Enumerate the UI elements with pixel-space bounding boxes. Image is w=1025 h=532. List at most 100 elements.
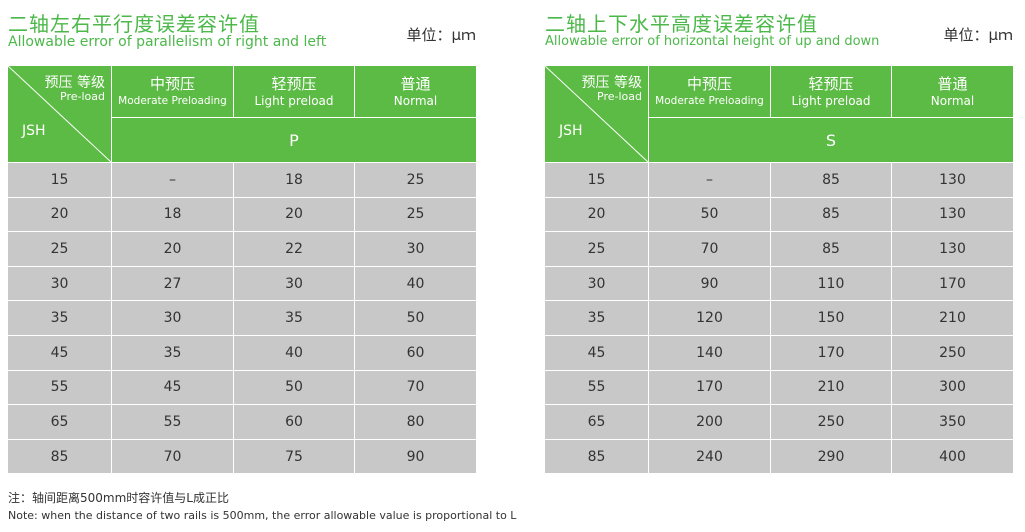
value-cell: 290 bbox=[770, 439, 891, 474]
model-size-cell: 55 bbox=[587, 379, 606, 396]
model-size-cell: 25 bbox=[50, 240, 69, 257]
table-header: 预压 等级 Pre-load JSH 中预压 Moderate Preloadi… bbox=[545, 66, 1013, 163]
table-row: 30 27 30 40 bbox=[8, 265, 476, 301]
value-cell: 30 bbox=[354, 232, 476, 266]
value-cell: 130 bbox=[891, 197, 1013, 232]
footnote-cn: 注：轴间距离500mm时容许值与L成正比 bbox=[8, 491, 229, 505]
value-cell: 25 bbox=[354, 197, 476, 232]
value-cell: 30 bbox=[233, 266, 354, 301]
value-cell: 45 bbox=[111, 370, 233, 405]
header-col-light: 轻预压 Light preload bbox=[233, 66, 354, 117]
table-row: 85 240 290 400 bbox=[545, 438, 1013, 474]
value-cell: 70 bbox=[111, 439, 233, 474]
value-cell: 85 bbox=[770, 232, 891, 266]
value-cell: – bbox=[111, 163, 233, 197]
value-cell: 85 bbox=[770, 197, 891, 232]
table-row: 85 70 75 90 bbox=[8, 438, 476, 474]
value-cell: 240 bbox=[648, 439, 770, 474]
header-col-en: Moderate Preloading bbox=[118, 95, 227, 107]
model-size-cell: 30 bbox=[587, 275, 606, 292]
value-cell: 210 bbox=[770, 370, 891, 405]
header-col-en: Normal bbox=[930, 94, 975, 108]
model-size-cell: 35 bbox=[587, 310, 606, 327]
table-header: 预压 等级 Pre-load JSH 中预压 Moderate Preloadi… bbox=[8, 66, 476, 163]
value-cell: 30 bbox=[111, 301, 233, 335]
value-cell: 130 bbox=[891, 232, 1013, 266]
table-row: 25 70 85 130 bbox=[545, 231, 1013, 266]
table-row: 20 18 20 25 bbox=[8, 196, 476, 232]
table-body: 15–85 130 20 50 85 130 25 70 85 130 30 90 110 170 35 12… bbox=[545, 162, 1013, 474]
value-cell: 20 bbox=[233, 197, 354, 232]
model-size-cell: 15 bbox=[587, 171, 606, 188]
value-cell: 40 bbox=[354, 266, 476, 301]
table-row: 45 140 170 250 bbox=[545, 334, 1013, 370]
value-cell: 85 bbox=[770, 163, 891, 197]
corner-preload-cn: 预压 等级 bbox=[581, 75, 642, 91]
value-cell: 300 bbox=[891, 370, 1013, 405]
table-row: 25 20 22 30 bbox=[8, 231, 476, 266]
header-corner-cell: 预压 等级 Pre-load JSH bbox=[8, 66, 111, 162]
table-body: 15–18 25 20 18 20 25 25 20 22 30 30 27 30 40 35 30 35 50 4… bbox=[8, 162, 476, 474]
unit-label: 单位：μｍ bbox=[943, 26, 1013, 44]
value-cell: 27 bbox=[111, 266, 233, 301]
value-cell: 170 bbox=[891, 266, 1013, 301]
model-size-cell: 35 bbox=[50, 310, 69, 327]
model-size-cell: 45 bbox=[587, 344, 606, 361]
value-cell: 110 bbox=[770, 266, 891, 301]
model-size-cell: 20 bbox=[587, 206, 606, 223]
header-col-normal: 普通 Normal bbox=[354, 66, 476, 117]
value-cell: 210 bbox=[891, 301, 1013, 335]
header-col-light: 轻预压 Light preload bbox=[770, 66, 891, 117]
header-col-cn: 普通 bbox=[937, 75, 968, 93]
header-col-en: Moderate Preloading bbox=[655, 95, 764, 107]
value-cell: 70 bbox=[648, 232, 770, 266]
header-col-moderate: 中预压 Moderate Preloading bbox=[111, 66, 233, 117]
value-cell: 90 bbox=[648, 266, 770, 301]
value-cell: 18 bbox=[111, 197, 233, 232]
model-size-cell: 30 bbox=[50, 275, 69, 292]
table-row: 65 55 60 80 bbox=[8, 404, 476, 439]
corner-preload-cn: 预压 等级 bbox=[44, 75, 105, 91]
model-size-cell: 20 bbox=[50, 206, 69, 223]
panel-title-cn: 二轴左右平行度误差容许值 bbox=[8, 12, 260, 36]
value-cell: 35 bbox=[111, 335, 233, 370]
header-col-cn: 普通 bbox=[400, 75, 431, 93]
model-size-cell: 85 bbox=[587, 448, 606, 465]
value-cell: 90 bbox=[354, 439, 476, 474]
unit-label: 单位：μｍ bbox=[406, 26, 476, 44]
value-cell: 50 bbox=[648, 197, 770, 232]
corner-model-label: JSH bbox=[22, 123, 46, 139]
parallelism-table: 预压 等级 Pre-load JSH 中预压 Moderate Preloadi… bbox=[8, 66, 476, 474]
model-size-cell: 55 bbox=[50, 379, 69, 396]
value-cell: 400 bbox=[891, 439, 1013, 474]
model-size-cell: 45 bbox=[50, 344, 69, 361]
model-size-cell: 65 bbox=[50, 413, 69, 430]
header-col-moderate: 中预压 Moderate Preloading bbox=[648, 66, 770, 117]
table-row: 35 120 150 210 bbox=[545, 300, 1013, 335]
header-col-normal: 普通 Normal bbox=[891, 66, 1013, 117]
value-cell: 140 bbox=[648, 335, 770, 370]
corner-model-label: JSH bbox=[559, 123, 583, 139]
value-cell: 60 bbox=[354, 335, 476, 370]
table-row: 30 90 110 170 bbox=[545, 265, 1013, 301]
table-row: 55 170 210 300 bbox=[545, 369, 1013, 405]
header-col-cn: 轻预压 bbox=[808, 75, 854, 93]
value-cell: 150 bbox=[770, 301, 891, 335]
panel-title-en: Allowable error of parallelism of right … bbox=[8, 34, 327, 50]
value-cell: 120 bbox=[648, 301, 770, 335]
model-size-cell: 85 bbox=[50, 448, 69, 465]
table-row: 20 50 85 130 bbox=[545, 196, 1013, 232]
header-corner-cell: 预压 等级 Pre-load JSH bbox=[545, 66, 648, 162]
value-cell: 250 bbox=[770, 405, 891, 439]
panel-title-en: Allowable error of horizontal height of … bbox=[545, 34, 880, 49]
corner-preload-en: Pre-load bbox=[60, 90, 105, 103]
value-cell: – bbox=[648, 163, 770, 197]
value-cell: 55 bbox=[111, 405, 233, 439]
corner-preload-en: Pre-load bbox=[597, 90, 642, 103]
value-cell: 170 bbox=[648, 370, 770, 405]
value-cell: 80 bbox=[354, 405, 476, 439]
table-row: 15 –18 25 bbox=[8, 162, 476, 197]
value-cell: 60 bbox=[233, 405, 354, 439]
value-cell: 18 bbox=[233, 163, 354, 197]
value-cell: 20 bbox=[111, 232, 233, 266]
